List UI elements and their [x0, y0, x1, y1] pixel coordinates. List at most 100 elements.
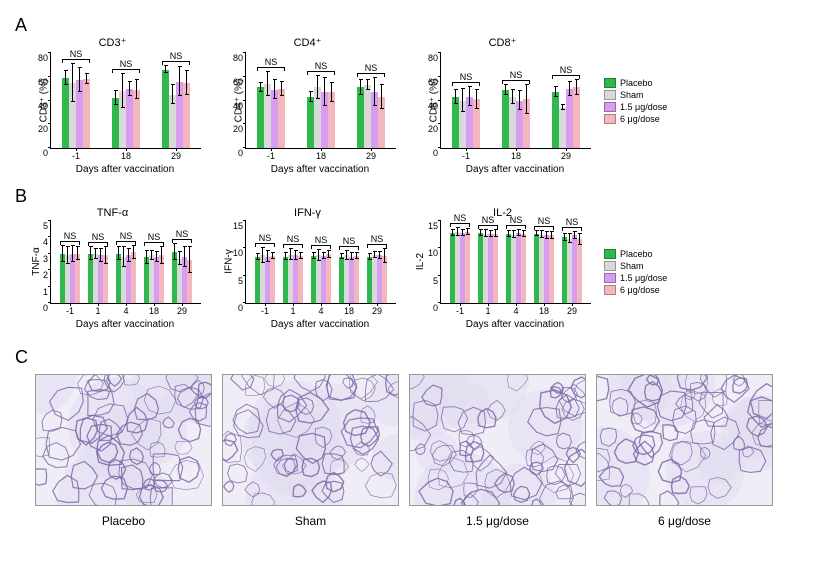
ns-bracket [307, 71, 335, 72]
y-tick-label: 0 [433, 148, 441, 158]
ns-bracket [283, 244, 303, 245]
ns-bracket [357, 73, 385, 74]
legend-label: Sham [620, 90, 644, 100]
legend: PlaceboSham1.5 μg/dose6 μg/dose [604, 249, 667, 297]
bar [270, 256, 275, 303]
legend-label: 1.5 μg/dose [620, 102, 667, 112]
ns-label: NS [315, 235, 328, 245]
ns-label: NS [482, 215, 495, 225]
ns-label: NS [120, 59, 133, 69]
ns-label: NS [170, 51, 183, 61]
ns-bracket [450, 223, 470, 224]
bar [257, 87, 264, 148]
y-tick-label: 15 [233, 221, 246, 231]
chart-cd4: CD4⁺020406080-1NS18NS29NSCD4⁺ (%)Days af… [210, 38, 405, 178]
ns-bracket [552, 75, 580, 76]
legend-swatch [604, 285, 616, 295]
ns-bracket [116, 241, 136, 242]
ns-bracket [257, 67, 285, 68]
chart-title: IFN-γ [294, 207, 321, 219]
x-axis-label: Days after vaccination [50, 319, 200, 330]
legend-swatch [604, 273, 616, 283]
histology-image [596, 374, 773, 506]
y-tick-label: 5 [43, 221, 51, 231]
legend-swatch [604, 114, 616, 124]
ns-bracket [112, 69, 140, 70]
bar [465, 232, 470, 303]
plot-area: 051015-1NS1NS4NS18NS29NS [245, 221, 396, 304]
y-tick-label: 20 [428, 124, 441, 134]
bar [307, 97, 314, 148]
y-tick-label: 80 [38, 53, 51, 63]
ns-label: NS [460, 72, 473, 82]
y-axis-label: IL-2 [415, 253, 426, 270]
bar [559, 108, 566, 148]
ns-label: NS [454, 213, 467, 223]
ns-label: NS [560, 65, 573, 75]
panel-b-row: TNF-α012345-1NS1NS4NS18NS29NSTNF-αDays a… [15, 209, 799, 339]
ns-bracket [452, 82, 480, 83]
ns-bracket [502, 80, 530, 81]
ns-label: NS [510, 70, 523, 80]
ns-bracket [478, 225, 498, 226]
bar [62, 78, 69, 148]
bar [112, 98, 119, 148]
legend-swatch [604, 102, 616, 112]
legend-swatch [604, 78, 616, 88]
ns-bracket [255, 243, 275, 244]
bar [566, 89, 573, 148]
chart-il2: IL-2051015-1NS1NS4NS18NS29NSIL-2Days aft… [405, 209, 600, 339]
ns-bracket [534, 226, 554, 227]
y-axis-label: TNF-α [31, 247, 42, 276]
legend-label: Sham [620, 261, 644, 271]
histology-cell: Placebo [35, 374, 212, 528]
y-axis-label: IFN-γ [224, 249, 235, 273]
y-tick-label: 0 [238, 148, 246, 158]
ns-label: NS [287, 234, 300, 244]
ns-bracket [144, 242, 164, 243]
legend-item: Sham [604, 261, 667, 271]
histology-cell: 6 μg/dose [596, 374, 773, 528]
histology-image [222, 374, 399, 506]
x-axis-label: Days after vaccination [245, 164, 395, 175]
y-tick-label: 2 [43, 270, 51, 280]
y-tick-label: 0 [238, 303, 246, 313]
histology-image [409, 374, 586, 506]
ns-label: NS [265, 57, 278, 67]
legend-item: 6 μg/dose [604, 285, 667, 295]
ns-label: NS [70, 49, 83, 59]
legend-item: 1.5 μg/dose [604, 102, 667, 112]
bar [549, 235, 554, 303]
histology-image [35, 374, 212, 506]
bar [573, 87, 580, 148]
ns-bracket [367, 244, 387, 245]
bar [278, 89, 285, 148]
y-tick-label: 4 [43, 237, 51, 247]
bar [452, 97, 459, 148]
chart-title: CD8⁺ [489, 36, 517, 49]
ns-bracket [506, 225, 526, 226]
bar [162, 70, 169, 148]
bar [326, 254, 331, 303]
ns-bracket [60, 241, 80, 242]
y-tick-label: 20 [233, 124, 246, 134]
bar [509, 97, 516, 148]
histology-caption: 1.5 μg/dose [409, 514, 586, 528]
legend-item: 1.5 μg/dose [604, 273, 667, 283]
chart-cd3: CD3⁺020406080-1NS18NS29NSCD3⁺ (%)Days af… [15, 38, 210, 178]
y-tick-label: 0 [43, 303, 51, 313]
ns-bracket [339, 246, 359, 247]
histology-caption: 6 μg/dose [596, 514, 773, 528]
ns-label: NS [566, 217, 579, 227]
y-tick-label: 80 [233, 53, 246, 63]
ns-bracket [172, 239, 192, 240]
legend-label: Placebo [620, 78, 653, 88]
y-tick-label: 0 [433, 303, 441, 313]
legend-swatch [604, 90, 616, 100]
ns-label: NS [176, 229, 189, 239]
bar [357, 87, 364, 148]
y-axis-label: CD4⁺ (%) [233, 78, 244, 122]
y-tick-label: 15 [428, 221, 441, 231]
ns-bracket [88, 242, 108, 243]
ns-label: NS [343, 236, 356, 246]
